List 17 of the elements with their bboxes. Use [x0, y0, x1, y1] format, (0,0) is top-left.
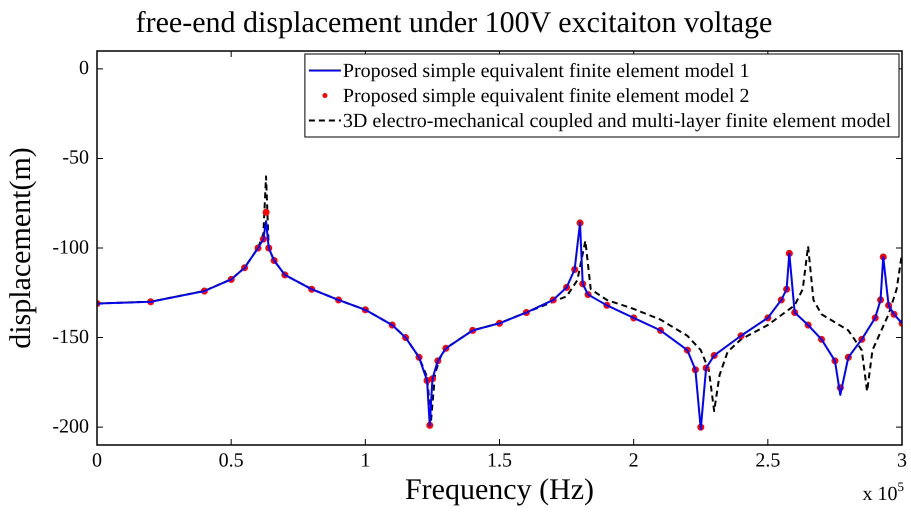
x-tick-label: 1.5 — [487, 449, 512, 472]
y-axis-title: displacement(m) — [4, 147, 37, 349]
x-axis-title: Frequency (Hz) — [404, 472, 594, 506]
x-tick-label: 2.5 — [755, 449, 780, 472]
legend-label: 3D electro-mechanical coupled and multi-layer finite element model — [342, 110, 892, 132]
legend-label: Proposed simple equivalent finite element model 2 — [342, 84, 750, 107]
y-tick-label: -150 — [52, 326, 89, 348]
x-tick-label: 0.5 — [218, 449, 244, 472]
y-tick-label: 0 — [79, 57, 89, 80]
x-tick-label: 2 — [628, 449, 639, 472]
chart-title: free-end displacement under 100V excitaiton voltage — [136, 6, 772, 39]
legend-label: Proposed simple equivalent finite element model 1 — [342, 60, 750, 82]
y-tick-label: -100 — [52, 236, 89, 258]
y-tick-label: -200 — [52, 415, 89, 438]
x-tick-label: 3 — [897, 449, 907, 472]
y-tick-label: -50 — [62, 146, 89, 169]
x-tick-label: 1 — [360, 449, 370, 472]
